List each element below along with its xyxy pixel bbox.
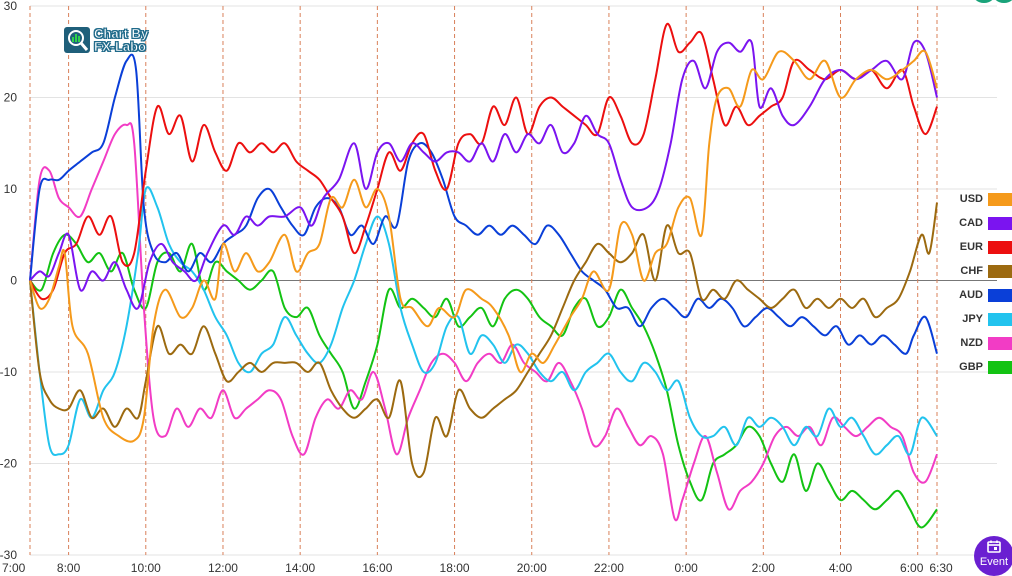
- corner-decoration-icon: [975, 0, 1012, 3]
- y-tick-label: 0: [10, 274, 17, 288]
- x-tick-label: 2:00: [752, 561, 776, 575]
- logo-chart-icon: [64, 27, 90, 53]
- legend-item-aud[interactable]: AUD: [948, 283, 1012, 307]
- x-tick-label: 10:00: [131, 561, 161, 575]
- chart-logo: Chart By FX-Labo: [64, 27, 148, 53]
- legend-item-nzd[interactable]: NZD: [948, 331, 1012, 355]
- legend-swatch: [988, 336, 1012, 350]
- series-line-gbp: [29, 233, 938, 529]
- legend-swatch: [988, 312, 1012, 326]
- legend-label: USD: [959, 193, 983, 205]
- event-button-label: Event: [979, 556, 1009, 568]
- legend-item-gbp[interactable]: GBP: [948, 355, 1012, 379]
- event-button[interactable]: Event: [974, 536, 1012, 576]
- y-axis: -30 -20 -10 0 10 20 30: [0, 0, 17, 562]
- legend-swatch: [988, 264, 1012, 278]
- x-axis: 7:00 8:00 10:00 12:00 14:00 16:00 18:00 20:00 22…: [2, 561, 953, 575]
- series-line-jpy: [29, 186, 938, 457]
- series-line-aud: [29, 53, 938, 355]
- legend-label: GBP: [959, 361, 983, 373]
- x-tick-label: 22:00: [594, 561, 624, 575]
- legend-item-chf[interactable]: CHF: [948, 259, 1012, 283]
- x-tick-label: 20:00: [517, 561, 547, 575]
- series-line-cad: [29, 39, 938, 310]
- calendar-icon: [987, 540, 1001, 553]
- x-tick-label: 18:00: [440, 561, 470, 575]
- legend-swatch: [988, 240, 1012, 254]
- legend-item-eur[interactable]: EUR: [948, 235, 1012, 259]
- legend-item-cad[interactable]: CAD: [948, 211, 1012, 235]
- x-tick-label: 12:00: [208, 561, 238, 575]
- legend-label: CHF: [960, 265, 983, 277]
- legend-item-jpy[interactable]: JPY: [948, 307, 1012, 331]
- grid-lines: [30, 5, 997, 556]
- legend-swatch: [988, 288, 1012, 302]
- legend-swatch: [988, 192, 1012, 206]
- legend-label: EUR: [959, 241, 983, 253]
- chart-legend: USD CAD EUR CHF AUD JPY NZD GBP: [948, 187, 1012, 379]
- y-tick-label: 30: [4, 0, 18, 13]
- legend-label: AUD: [959, 289, 983, 301]
- legend-label: CAD: [959, 217, 983, 229]
- x-tick-label: 16:00: [362, 561, 392, 575]
- series-lines: [29, 23, 938, 529]
- legend-label: NZD: [960, 337, 983, 349]
- logo-line2: FX-Labo: [94, 39, 147, 54]
- series-line-chf: [29, 202, 938, 479]
- x-tick-label: 4:00: [829, 561, 853, 575]
- x-tick-label: 8:00: [57, 561, 81, 575]
- x-tick-label: 14:00: [285, 561, 315, 575]
- y-tick-label: -30: [0, 548, 17, 562]
- y-tick-label: -20: [0, 457, 17, 471]
- series-line-eur: [29, 23, 938, 301]
- legend-label: JPY: [962, 313, 983, 325]
- y-tick-label: 10: [4, 182, 18, 196]
- x-tick-label: 6:00: [900, 561, 924, 575]
- legend-item-usd[interactable]: USD: [948, 187, 1012, 211]
- logo-text: Chart By FX-Labo: [94, 26, 149, 54]
- logo-line1: Chart By: [94, 26, 149, 41]
- series-line-usd: [29, 49, 938, 443]
- series-line-nzd: [29, 122, 938, 522]
- x-tick-label: 0:00: [674, 561, 698, 575]
- legend-swatch: [988, 360, 1012, 374]
- y-tick-label: 20: [4, 91, 18, 105]
- y-tick-label: -10: [0, 365, 17, 379]
- x-tick-label: 7:00: [2, 561, 26, 575]
- x-tick-label: 6:30: [929, 561, 953, 575]
- legend-swatch: [988, 216, 1012, 230]
